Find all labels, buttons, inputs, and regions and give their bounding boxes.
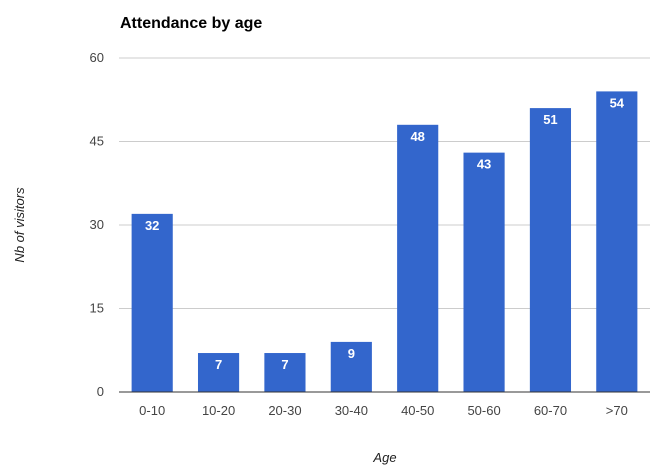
x-tick-label: 50-60 (467, 403, 500, 418)
bars (131, 91, 638, 393)
bar (330, 341, 372, 392)
bar (197, 353, 240, 392)
x-tick-label: 30-40 (335, 403, 368, 418)
x-tick-label: 10-20 (202, 403, 235, 418)
x-tick-label: 20-30 (268, 403, 301, 418)
x-tick-label: 60-70 (534, 403, 567, 418)
bar (264, 353, 306, 392)
y-tick-label: 30 (90, 217, 104, 232)
x-tick-label: >70 (606, 403, 628, 418)
bar (463, 152, 505, 392)
bar-value-label: 9 (348, 346, 355, 361)
y-tick-label: 45 (90, 134, 104, 149)
bar-value-label: 51 (543, 112, 557, 127)
x-tick-label: 40-50 (401, 403, 434, 418)
bar-value-label: 43 (477, 157, 491, 172)
y-tick-label: 0 (97, 384, 104, 399)
bar-value-label: 32 (145, 218, 159, 233)
bar-value-label: 7 (215, 357, 222, 372)
bar (131, 213, 173, 392)
chart-title: Attendance by age (120, 15, 262, 32)
bar-value-label: 48 (410, 129, 424, 144)
y-axis-title: Nb of visitors (12, 187, 27, 263)
bar-value-label: 54 (610, 95, 625, 110)
y-tick-label: 60 (90, 50, 104, 65)
bar (596, 91, 638, 393)
x-axis-title: Age (372, 450, 396, 465)
y-axis-ticks: 0 15 30 45 60 (90, 50, 104, 399)
bar (397, 124, 439, 393)
x-axis-ticks: 0-10 10-20 20-30 30-40 40-50 50-60 60-70 >70 (139, 403, 628, 418)
bar (529, 108, 572, 392)
x-tick-label: 0-10 (139, 403, 165, 418)
bar-value-label: 7 (281, 357, 288, 372)
y-tick-label: 15 (90, 301, 104, 316)
bar-value-labels: 32 7 7 9 48 43 51 54 (145, 95, 625, 372)
